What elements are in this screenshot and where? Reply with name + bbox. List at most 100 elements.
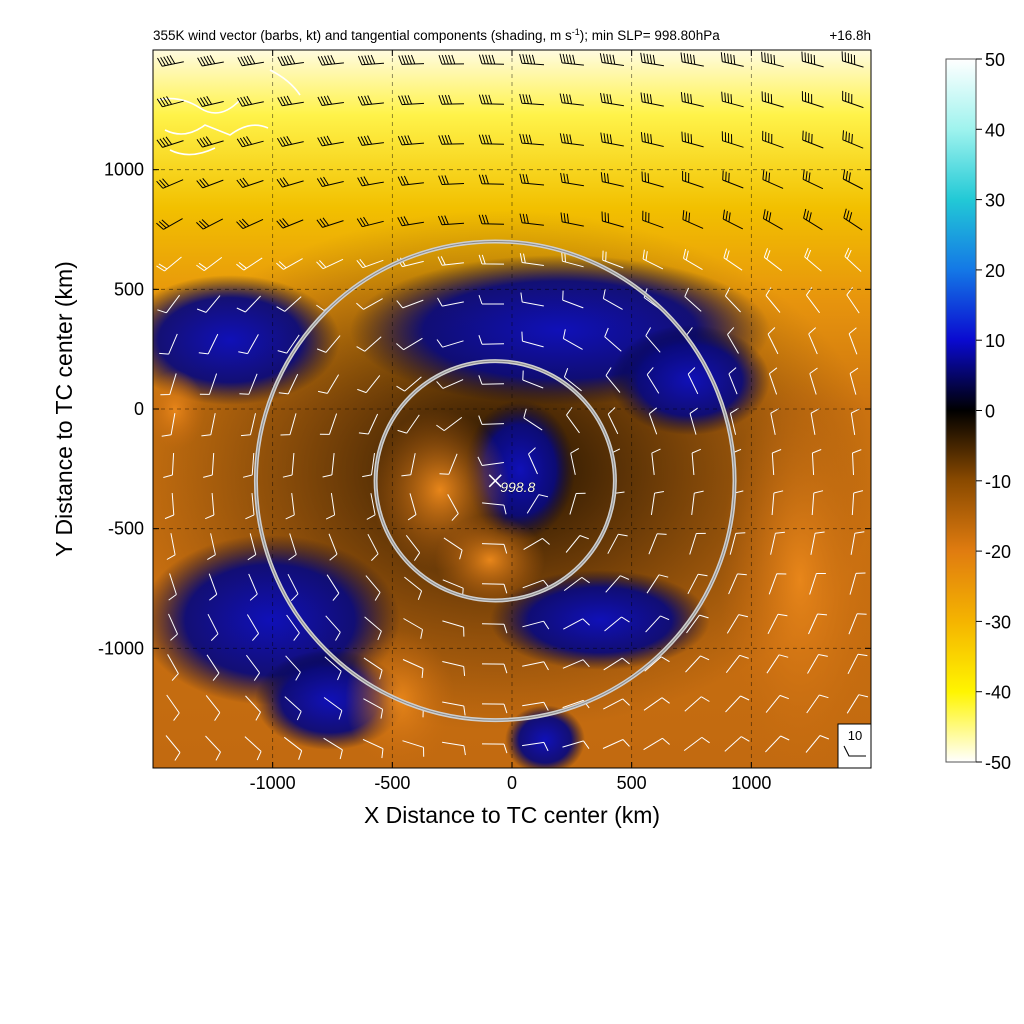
wind-barb	[242, 452, 255, 478]
wind-barb	[721, 131, 744, 148]
wind-barb	[805, 287, 820, 314]
wind-barb	[161, 413, 176, 437]
wind-barb	[365, 575, 381, 601]
wind-barb	[765, 287, 781, 313]
wind-barb	[287, 573, 299, 601]
wind-barb	[442, 741, 466, 756]
wind-barb	[478, 174, 505, 185]
wind-barb	[801, 51, 824, 68]
wind-barb	[522, 620, 550, 630]
wind-barb	[522, 701, 549, 711]
wind-barb	[646, 574, 669, 594]
wind-barb	[246, 654, 261, 681]
wind-barb	[801, 91, 824, 108]
wind-barb	[728, 367, 738, 395]
wind-barb	[481, 663, 508, 674]
wind-barb	[519, 173, 545, 186]
reference-barb-icon	[843, 745, 866, 757]
wind-barb	[519, 53, 545, 66]
wind-barb	[684, 287, 702, 312]
wind-barb	[722, 170, 744, 189]
wind-barb	[277, 54, 304, 66]
wind-barb	[645, 327, 661, 353]
wind-barb	[600, 132, 624, 147]
wind-barb	[165, 735, 181, 761]
wind-barb	[438, 175, 465, 185]
wind-barb	[436, 339, 464, 348]
wind-barb	[196, 295, 221, 313]
wind-barb	[522, 370, 544, 389]
wind-barb	[401, 453, 416, 477]
wind-barb	[802, 130, 824, 149]
wind-barb	[356, 298, 383, 310]
wind-barb	[439, 453, 458, 475]
wind-barb	[403, 618, 423, 639]
wind-barb	[765, 735, 790, 753]
wind-barb	[356, 216, 384, 228]
wind-barb	[282, 452, 295, 478]
wind-barb	[604, 616, 630, 632]
wind-barb	[316, 217, 344, 228]
wind-barb	[523, 408, 543, 431]
wind-barb	[436, 379, 464, 389]
wind-barb	[362, 453, 375, 478]
wind-barb	[157, 294, 180, 314]
wind-barb	[199, 373, 218, 395]
wind-barb	[442, 620, 465, 637]
colorbar-tick-label: -30	[985, 612, 1011, 632]
range-ring-inner-line	[255, 240, 736, 721]
wind-barb	[237, 95, 264, 107]
wind-barb	[602, 739, 630, 749]
wind-barb	[767, 613, 788, 635]
wind-barb	[205, 492, 215, 520]
wind-barb	[682, 171, 704, 188]
wind-barb	[237, 55, 264, 67]
wind-barb	[727, 327, 739, 354]
wind-barb	[642, 249, 664, 270]
wind-barb	[356, 258, 384, 269]
wind-barb	[603, 698, 630, 710]
wind-barb	[601, 211, 624, 228]
wind-barb	[607, 533, 628, 554]
x-tick-label: 500	[617, 773, 647, 793]
wind-barb	[482, 502, 507, 515]
wind-barb	[156, 218, 183, 230]
wind-barb	[276, 218, 304, 229]
wind-barb	[236, 295, 261, 313]
wind-barb	[396, 299, 424, 309]
wind-barb	[437, 215, 465, 226]
wind-barb	[168, 573, 177, 601]
wind-barb	[284, 696, 302, 721]
wind-barb	[682, 210, 704, 229]
wind-barb	[729, 532, 746, 555]
wind-barb	[803, 208, 823, 231]
wind-barb	[288, 533, 297, 561]
wind-barb	[285, 655, 301, 681]
y-tick-label: 500	[114, 279, 144, 299]
wind-barb	[806, 694, 829, 714]
wind-barb	[247, 533, 257, 561]
wind-barb	[397, 216, 424, 227]
wind-barb	[648, 407, 658, 435]
colorbar-tick-label: -40	[985, 683, 1011, 703]
wind-barb	[156, 178, 184, 189]
wind-barb	[166, 694, 180, 721]
reference-barb: 10	[837, 723, 872, 769]
wind-barb	[357, 375, 381, 394]
y-axis: -1000 -500 0 500 1000	[98, 160, 871, 658]
wind-barb	[847, 653, 868, 675]
wind-barb	[604, 327, 622, 352]
wind-barb	[239, 373, 258, 395]
y-tick-label: 0	[134, 399, 144, 419]
wind-barb	[720, 52, 744, 67]
wind-barb	[478, 214, 505, 225]
wind-barb	[481, 623, 508, 634]
wind-barb	[317, 54, 344, 66]
wind-barb	[201, 413, 216, 437]
wind-barb	[761, 51, 784, 68]
wind-barb	[276, 296, 302, 312]
wind-barb	[205, 695, 221, 721]
wind-barb	[562, 659, 590, 669]
wind-barb	[244, 736, 262, 761]
